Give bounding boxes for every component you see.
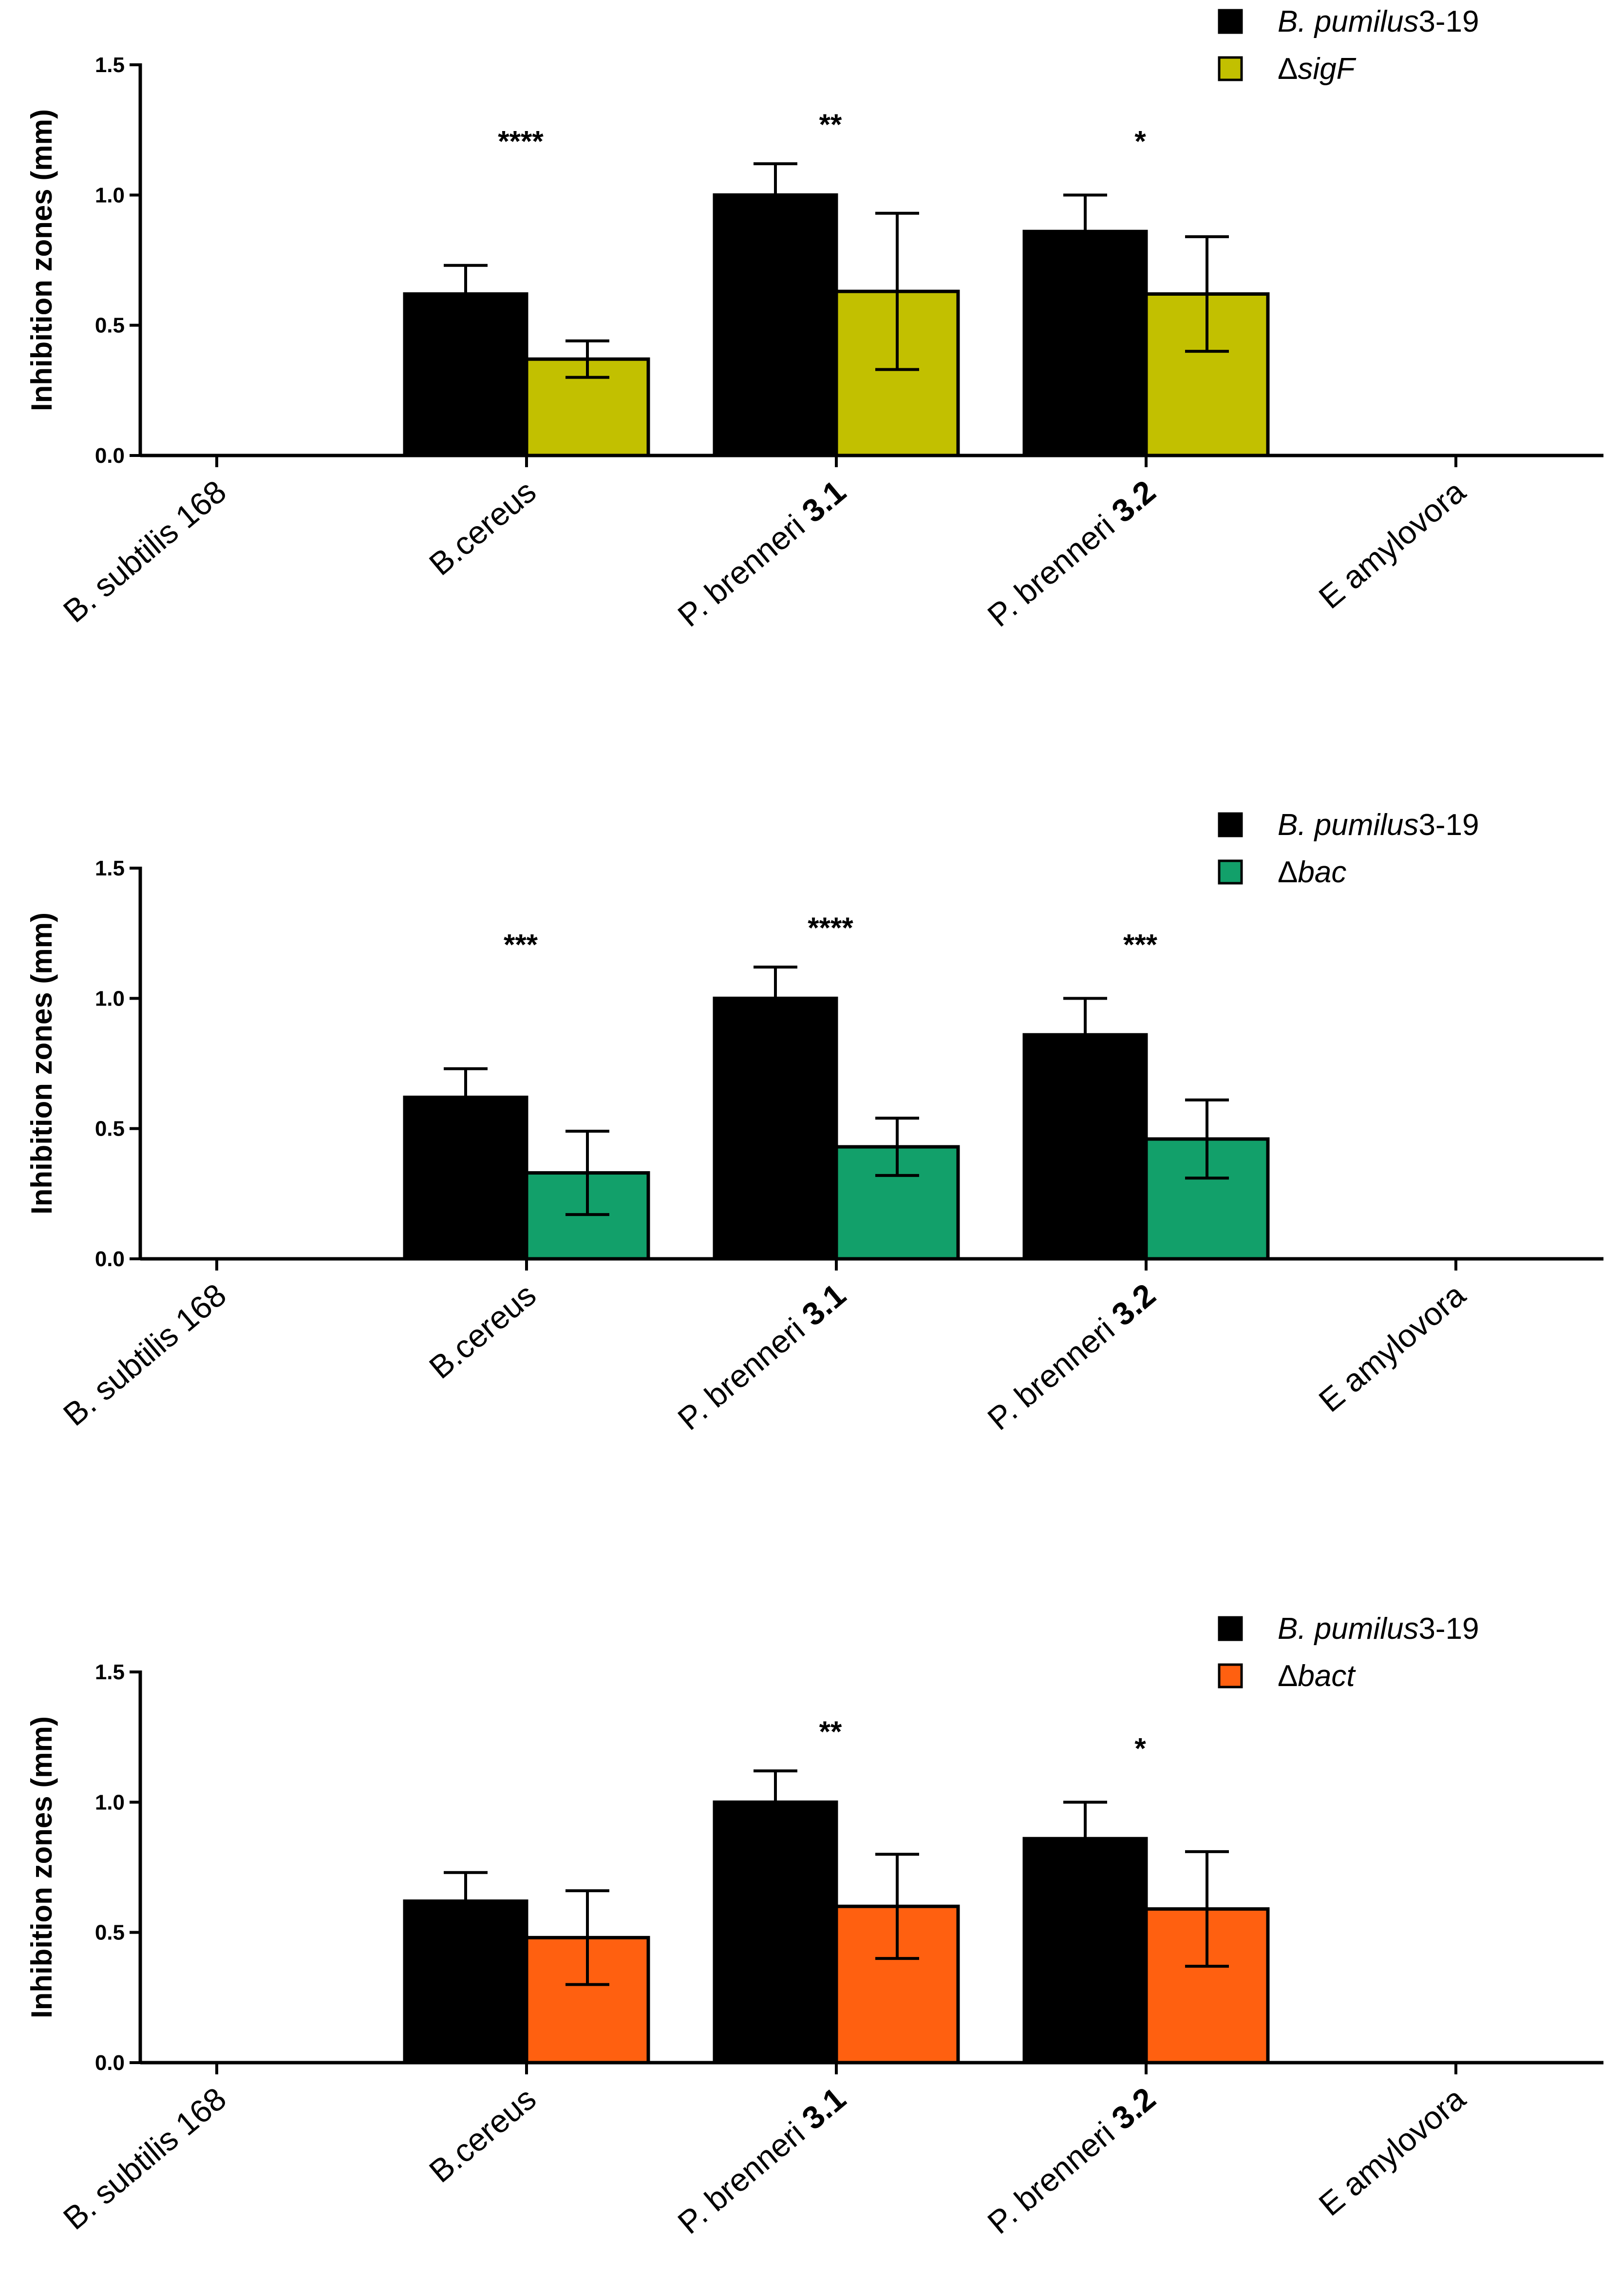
legend-name: bac: [1298, 855, 1346, 889]
legend-suffix: 3-19: [1418, 1612, 1479, 1646]
y-tick-label: 1.0: [95, 987, 125, 1010]
category-label: P. brenneri 3.2: [980, 1276, 1162, 1437]
significance-marker: **: [819, 108, 842, 141]
category-label-text: B. subtilis 168: [57, 2080, 233, 2237]
category-label-text: P. brenneri: [671, 1305, 818, 1437]
y-axis-label: Inhibition zones (mm): [25, 912, 58, 1214]
significance-marker: ****: [808, 911, 853, 944]
y-tick-label: 0.5: [95, 1117, 125, 1141]
category-label-text: P. brenneri: [980, 2109, 1128, 2241]
category-label-text: B.cereus: [422, 473, 543, 582]
category-label: B.cereus: [422, 2080, 543, 2189]
legend-label: ΔsigF: [1278, 52, 1357, 86]
legend-suffix: 3-19: [1418, 5, 1479, 38]
legend-label: B. pumilus3-19: [1278, 1612, 1479, 1646]
y-tick-label: 0.0: [95, 444, 125, 468]
chart-panel-2: 0.0 0.5 1.0 1.5 Inhibition zones (mm) B. subt…: [25, 808, 1603, 1437]
significance-marker: ***: [504, 928, 538, 961]
legend-name: B. pumilus: [1278, 808, 1418, 842]
y-axis-label: Inhibition zones (mm): [25, 109, 58, 411]
category-label: B.cereus: [422, 473, 543, 582]
legend-prefix: Δ: [1278, 1659, 1298, 1693]
category-label-text: E amylovora: [1312, 1276, 1472, 1419]
legend-prefix: Δ: [1278, 52, 1298, 86]
y-tick-label: 0.0: [95, 1247, 125, 1271]
y-tick-label: 0.5: [95, 314, 125, 338]
category-label: P. brenneri 3.2: [980, 2080, 1162, 2241]
y-axis-label: Inhibition zones (mm): [25, 1716, 58, 2018]
category-label: B. subtilis 168: [57, 1276, 233, 1433]
category-label: B.cereus: [422, 1276, 543, 1385]
legend-swatch: [1218, 56, 1243, 81]
legend-swatch: [1218, 1663, 1243, 1689]
legend-label: Δbact: [1278, 1659, 1356, 1693]
category-label-text: E amylovora: [1312, 2080, 1472, 2223]
category-label-text: P. brenneri: [671, 2109, 818, 2241]
significance-marker: ***: [1123, 928, 1158, 961]
bar-b-pumilus-2: [713, 193, 838, 457]
significance-marker: *: [1134, 125, 1146, 157]
chart-panel-1: 0.0 0.5 1.0 1.5 Inhibition zones (mm) B. subt…: [25, 5, 1603, 634]
legend-swatch: [1218, 859, 1243, 885]
bar-b-pumilus-2: [713, 996, 838, 1261]
y-tick-label: 1.5: [95, 53, 125, 77]
significance-marker: ****: [498, 125, 544, 157]
legend-name: sigF: [1298, 52, 1356, 86]
legend-prefix: Δ: [1278, 855, 1298, 889]
category-label: P. brenneri 3.1: [671, 473, 852, 634]
y-tick-label: 0.0: [95, 2051, 125, 2075]
category-label: B. subtilis 168: [57, 2080, 233, 2237]
chart-panel-3: 0.0 0.5 1.0 1.5 Inhibition zones (mm) B. subt…: [25, 1612, 1603, 2241]
category-label-text: B. subtilis 168: [57, 473, 233, 629]
legend-name: B. pumilus: [1278, 1612, 1418, 1646]
category-label-text: P. brenneri: [980, 502, 1128, 634]
category-label: B. subtilis 168: [57, 473, 233, 629]
category-label-text: B.cereus: [422, 2080, 543, 2189]
y-tick-label: 1.5: [95, 1660, 125, 1684]
legend-name: bact: [1298, 1659, 1356, 1693]
category-label-text: E amylovora: [1312, 473, 1472, 616]
category-label-text: B. subtilis 168: [57, 1276, 233, 1433]
legend-label: B. pumilus3-19: [1278, 808, 1479, 842]
category-label: E amylovora: [1312, 473, 1472, 616]
legend-label: Δbac: [1278, 855, 1346, 889]
legend-swatch: [1218, 9, 1243, 34]
category-label-text: B.cereus: [422, 1276, 543, 1385]
bar-b-pumilus-2: [713, 1800, 838, 2065]
legend-swatch: [1218, 812, 1243, 837]
category-label: E amylovora: [1312, 1276, 1472, 1419]
legend-label: B. pumilus3-19: [1278, 5, 1479, 38]
y-tick-label: 1.0: [95, 183, 125, 207]
legend-suffix: 3-19: [1418, 808, 1479, 842]
category-label-text: P. brenneri: [980, 1305, 1128, 1437]
significance-marker: *: [1134, 1732, 1146, 1765]
category-label: P. brenneri 3.2: [980, 473, 1162, 634]
significance-marker: **: [819, 1715, 842, 1748]
category-label-text: P. brenneri: [671, 502, 818, 634]
legend-name: B. pumilus: [1278, 5, 1418, 38]
y-tick-label: 1.0: [95, 1790, 125, 1814]
category-label: P. brenneri 3.1: [671, 1276, 852, 1437]
y-tick-label: 1.5: [95, 856, 125, 880]
category-label: P. brenneri 3.1: [671, 2080, 852, 2241]
legend-swatch: [1218, 1616, 1243, 1641]
y-tick-label: 0.5: [95, 1921, 125, 1945]
category-label: E amylovora: [1312, 2080, 1472, 2223]
